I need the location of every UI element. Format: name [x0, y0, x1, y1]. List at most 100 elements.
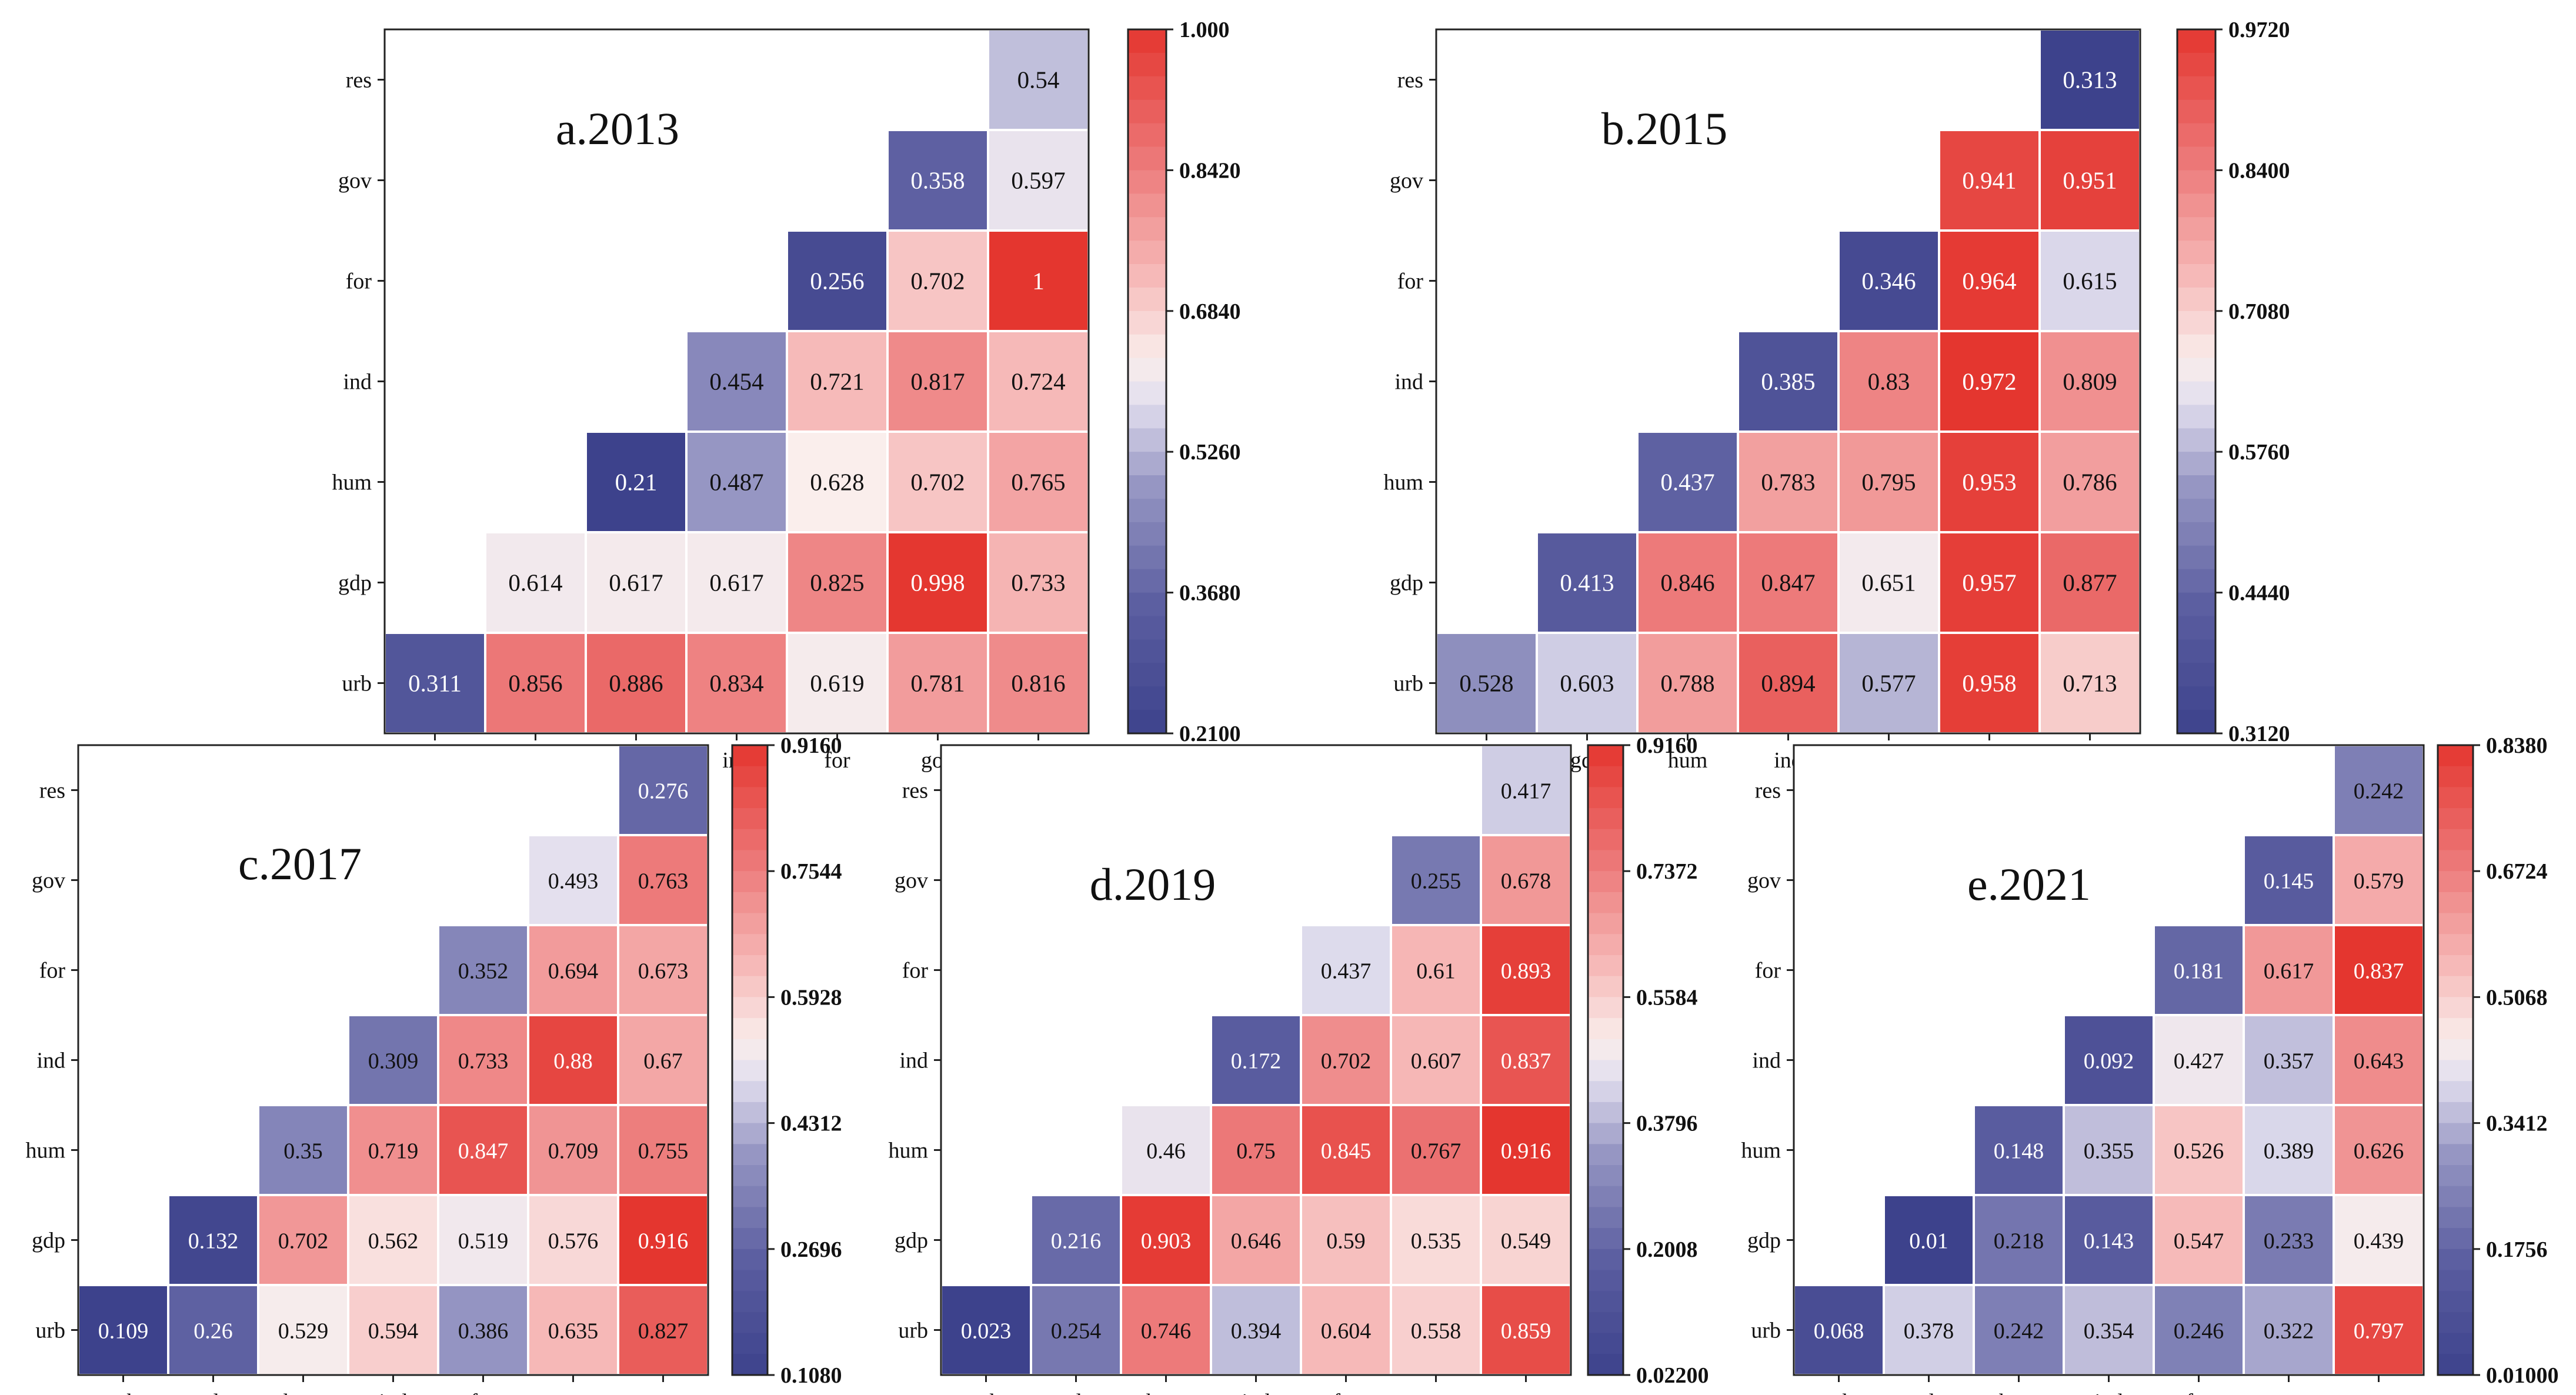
heatmap-cell	[1212, 1286, 1300, 1374]
colorbar-segment	[1128, 663, 1166, 687]
heatmap-cell	[1538, 533, 1636, 632]
y-tick-label: ind	[1394, 370, 1423, 395]
cell-value-label: 0.709	[548, 1139, 599, 1164]
colorbar-segment	[732, 1228, 768, 1250]
colorbar-segment	[2438, 1333, 2473, 1355]
cell-value-label: 0.607	[1411, 1049, 1461, 1074]
cell-value-label: 0.493	[548, 869, 599, 894]
heatmap-cell	[79, 1286, 167, 1374]
heatmap-cell	[529, 1106, 617, 1194]
colorbar-segment	[2438, 913, 2473, 935]
heatmap-cell	[2155, 1106, 2243, 1194]
cell-value-label: 0.702	[910, 268, 965, 295]
cell-value-label: 0.562	[368, 1229, 419, 1254]
colorbar-tick-label: 0.4440	[2228, 581, 2290, 606]
colorbar-segment	[1128, 616, 1166, 640]
cell-value-label: 0.733	[458, 1049, 509, 1074]
cell-value-label: 0.233	[2264, 1229, 2314, 1254]
colorbar-tick-label: 0.7372	[1636, 859, 1698, 884]
heatmap-cell	[1795, 1286, 1883, 1374]
cell-value-label: 0.604	[1321, 1319, 1372, 1344]
cell-value-label: 0.549	[1501, 1229, 1551, 1254]
colorbar-segment	[2177, 264, 2215, 288]
heatmap-cell	[2041, 533, 2139, 632]
colorbar-tick-label: 0.01000	[2486, 1363, 2559, 1388]
y-tick-label: hum	[888, 1139, 928, 1163]
colorbar-segment	[2177, 452, 2215, 476]
colorbar-tick-label: 0.3412	[2486, 1112, 2548, 1136]
heatmap-cell	[788, 433, 886, 531]
heatmap-cell	[1032, 1196, 1120, 1284]
heatmap-cell	[889, 131, 987, 229]
x-tick-label: for	[470, 1390, 496, 1395]
colorbar-frame	[1127, 28, 1167, 735]
x-tick-label: for	[824, 748, 850, 773]
heatmap-cell	[2041, 332, 2139, 430]
colorbar-segment	[1588, 1186, 1623, 1208]
cell-value-label: 0.242	[1994, 1319, 2044, 1344]
heatmap-cell	[989, 131, 1087, 229]
heatmap-cell	[989, 433, 1087, 531]
heatmap-cell	[989, 634, 1087, 732]
colorbar-segment	[2438, 1102, 2473, 1124]
y-tick-label: gov	[1390, 169, 1423, 193]
heatmap-cell	[619, 926, 707, 1014]
colorbar-tick-label: 0.3680	[1179, 581, 1241, 606]
y-tick-label: for	[39, 959, 66, 983]
y-tick-label: ind	[1752, 1049, 1781, 1073]
heatmap-cell	[259, 1106, 347, 1194]
panel-title: b.2015	[1601, 103, 1728, 154]
colorbar-frame	[2176, 28, 2217, 735]
heatmap-panel-1: 0.54 0.358 0.597 0.256 0.702 1 0.454 0.721 0.817…	[332, 18, 1240, 773]
heatmap-cell	[1840, 332, 1938, 430]
cell-value-label: 0.597	[1011, 167, 1065, 194]
colorbar-segment	[732, 745, 768, 767]
cell-value-label: 0.528	[1459, 670, 1513, 697]
colorbar-segment	[1588, 850, 1623, 872]
colorbar-segment	[2177, 241, 2215, 265]
cell-value-label: 0.023	[961, 1319, 1012, 1344]
colorbar-segment	[2177, 170, 2215, 195]
heatmap-cell	[259, 1286, 347, 1374]
heatmap-cell	[889, 433, 987, 531]
heatmap-cell	[619, 1106, 707, 1194]
x-tick-label: urb	[1824, 1390, 1854, 1395]
colorbar-segment	[2438, 1270, 2473, 1291]
heatmap-cell	[439, 926, 527, 1014]
colorbar-segment	[1128, 52, 1166, 77]
colorbar-tick-label: 0.2100	[1179, 722, 1241, 746]
heatmap-cell	[1975, 1286, 2063, 1374]
cell-value-label: 0.713	[2063, 670, 2117, 697]
cell-value-label: 0.454	[709, 368, 763, 395]
colorbar-segment	[2438, 1060, 2473, 1082]
heatmap-cell	[2041, 31, 2139, 129]
x-tick-label: for	[1333, 1390, 1359, 1395]
y-tick-label: urb	[35, 1319, 65, 1343]
heatmap-cell	[349, 1106, 437, 1194]
heatmap-cell	[1122, 1106, 1210, 1194]
colorbar-segment	[1588, 1081, 1623, 1103]
cell-value-label: 0.916	[638, 1229, 689, 1254]
colorbar-segment	[1128, 29, 1166, 54]
cell-value-label: 0.809	[2063, 368, 2117, 395]
colorbar-tick-label: 0.5928	[780, 985, 842, 1010]
colorbar-segment	[1128, 358, 1166, 382]
colorbar-tick-label: 0.2008	[1636, 1237, 1698, 1262]
colorbar-segment	[1128, 241, 1166, 265]
cell-value-label: 0.61	[1416, 959, 1456, 984]
y-tick-label: hum	[25, 1139, 65, 1163]
cell-value-label: 0.132	[188, 1229, 239, 1254]
heatmap-cell	[529, 1286, 617, 1374]
colorbar-tick-label: 0.5760	[2228, 440, 2290, 465]
cell-value-label: 0.903	[1141, 1229, 1192, 1254]
heatmap-cell	[169, 1286, 257, 1374]
colorbar-segment	[732, 1123, 768, 1145]
heatmap-cell	[1639, 433, 1737, 531]
cell-value-label: 0.148	[1994, 1139, 2044, 1164]
colorbar-segment	[732, 892, 768, 914]
colorbar-segment	[2438, 1354, 2473, 1376]
colorbar-tick-label: 0.5584	[1636, 985, 1698, 1010]
colorbar-segment	[2438, 1081, 2473, 1103]
colorbar-segment	[1588, 1123, 1623, 1145]
cell-value-label: 0.964	[1962, 268, 2016, 295]
